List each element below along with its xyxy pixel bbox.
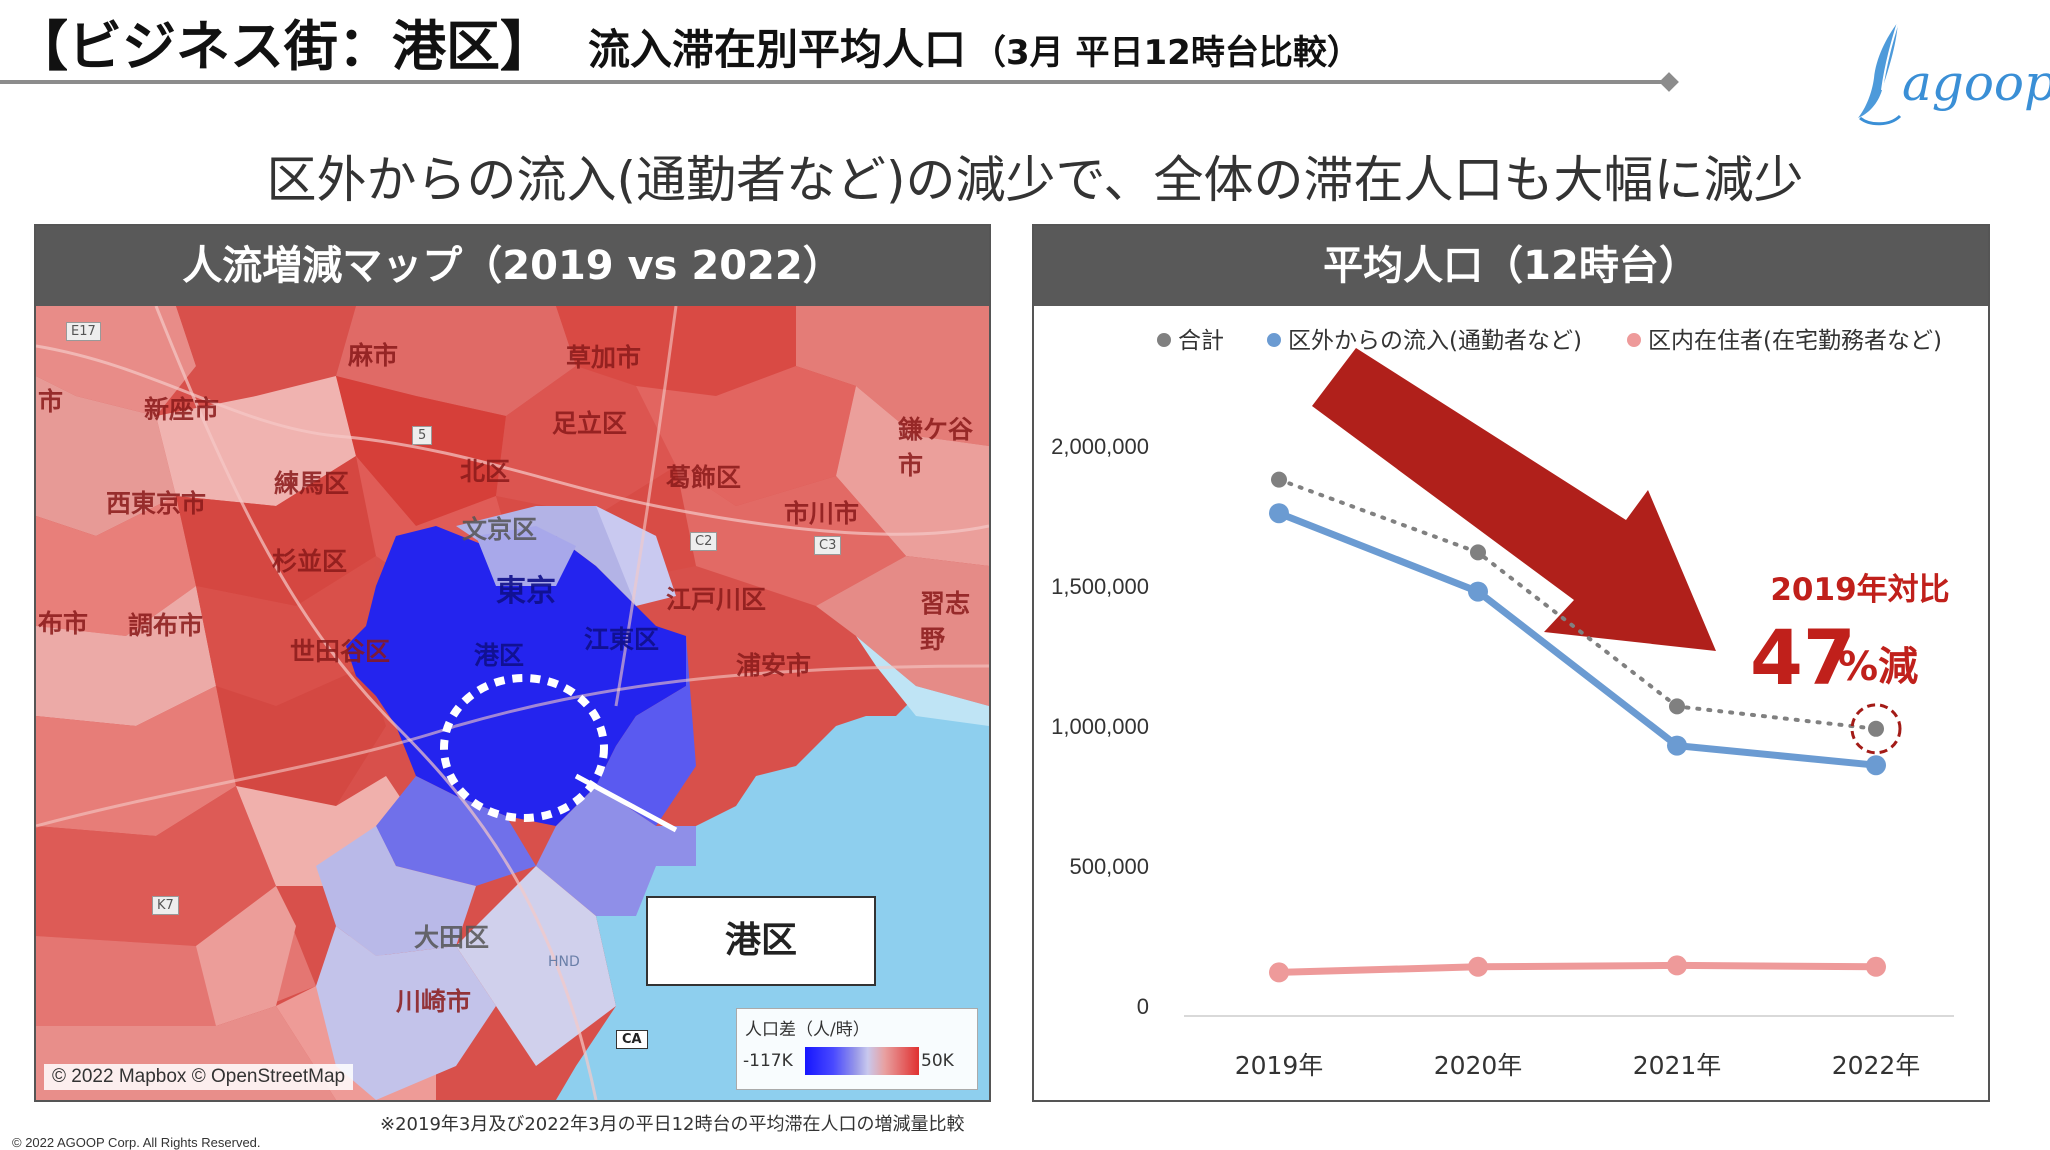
map-label-ota: 大田区 bbox=[414, 923, 490, 952]
map-label-urayasu: 浦安市 bbox=[736, 651, 812, 680]
annotation-label: 2019年対比 bbox=[1770, 572, 1949, 608]
x-tick-label: 2021年 bbox=[1633, 1051, 1722, 1080]
map-label-fushi: 布市 bbox=[38, 609, 89, 638]
x-tick-label: 2020年 bbox=[1434, 1051, 1523, 1080]
data-point bbox=[1269, 503, 1289, 524]
page-title-sub: （3月 平日12時台比較） bbox=[972, 33, 1361, 73]
map-label-adachi: 足立区 bbox=[552, 409, 628, 438]
data-point bbox=[1269, 962, 1289, 983]
map-label-chofu: 調布市 bbox=[128, 611, 204, 640]
x-tick-label: 2019年 bbox=[1235, 1051, 1324, 1080]
title-divider-end bbox=[1659, 72, 1679, 92]
data-point bbox=[1866, 755, 1886, 776]
map-label-tokyo: 東京 bbox=[496, 574, 556, 609]
legend-label: 合計 bbox=[1178, 328, 1224, 354]
map-label-katsushika: 葛飾区 bbox=[666, 463, 742, 492]
road-sign-5: 5 bbox=[412, 426, 433, 445]
population-change-map[interactable]: 草加市 足立区 新座市 北区 葛飾区 練馬区 西東京市 文京区 市川市 杉並区 … bbox=[36, 306, 989, 1100]
x-tick-label: 2022年 bbox=[1832, 1051, 1921, 1080]
map-label-narashino: 習志野 bbox=[920, 589, 971, 654]
page-title: 流入滞在別平均人口 （3月 平日12時台比較） bbox=[588, 20, 1361, 80]
chart-panel: 平均人口（12時台） 2,000,000 1,500,000 1,000,000 50… bbox=[1032, 224, 1990, 1102]
map-label-asa: 麻市 bbox=[348, 341, 399, 370]
map-panel-title: 人流増減マップ（2019 vs 2022） bbox=[36, 226, 989, 306]
data-point bbox=[1468, 956, 1488, 977]
map-label-kamagaya: 鎌ケ谷市 bbox=[898, 415, 974, 480]
agoop-logo: agoop bbox=[1846, 18, 2050, 133]
legend-marker bbox=[1157, 333, 1171, 347]
map-label-koto: 江東区 bbox=[584, 625, 660, 654]
map-attribution[interactable]: © 2022 Mapbox © OpenStreetMap bbox=[44, 1064, 354, 1090]
legend-marker bbox=[1267, 333, 1281, 347]
legend-min-label: -117K bbox=[743, 1051, 793, 1071]
data-point bbox=[1866, 956, 1886, 977]
road-sign-e17: E17 bbox=[66, 322, 101, 341]
data-point bbox=[1468, 581, 1488, 602]
y-tick-label: 1,000,000 bbox=[1051, 714, 1149, 739]
data-point bbox=[1667, 955, 1687, 976]
map-label-kawasaki: 川崎市 bbox=[396, 987, 472, 1016]
legend-color-scale bbox=[805, 1047, 919, 1075]
minato-callout: 港区 bbox=[646, 896, 876, 986]
legend-marker bbox=[1627, 333, 1641, 347]
quill-icon bbox=[1858, 21, 1902, 126]
map-label-soka: 草加市 bbox=[566, 343, 642, 372]
road-sign-ca: CA bbox=[616, 1030, 648, 1049]
map-label-kita: 北区 bbox=[460, 457, 511, 486]
annotation-value: 47 bbox=[1750, 613, 1856, 702]
y-tick-label: 0 bbox=[1137, 994, 1149, 1019]
data-point bbox=[1470, 544, 1486, 561]
airport-label: HND bbox=[548, 954, 580, 970]
map-legend: 人口差（人/時） -117K 50K bbox=[736, 1008, 978, 1090]
chart-panel-title: 平均人口（12時台） bbox=[1034, 226, 1988, 306]
map-label-edogawa: 江戸川区 bbox=[666, 585, 767, 614]
page-title-bracket: 【ビジネス街：港区】 bbox=[14, 15, 554, 78]
headline: 区外からの流入(通勤者など)の減少で、全体の滞在人口も大幅に減少 bbox=[266, 151, 1804, 209]
map-label-suginami: 杉並区 bbox=[272, 547, 348, 576]
map-label-minato: 港区 bbox=[474, 641, 525, 670]
y-tick-label: 2,000,000 bbox=[1051, 434, 1149, 459]
road-sign-c3: C3 bbox=[814, 536, 842, 555]
series-line bbox=[1275, 961, 1880, 976]
map-panel: 人流増減マップ（2019 vs 2022） bbox=[34, 224, 991, 1102]
y-tick-label: 1,500,000 bbox=[1051, 574, 1149, 599]
page-title-main: 流入滞在別平均人口 bbox=[588, 25, 967, 74]
title-divider bbox=[0, 80, 1668, 84]
footnote: ※2019年3月及び2022年3月の平日12時台の平均滞在人口の増減量比較 bbox=[380, 1114, 965, 1135]
road-sign-k7: K7 bbox=[152, 896, 179, 915]
annotation-unit: %減 bbox=[1838, 644, 1918, 690]
trend-down-arrow bbox=[1312, 348, 1716, 651]
map-label-shi: 市 bbox=[38, 387, 64, 416]
data-point bbox=[1868, 720, 1884, 737]
data-point bbox=[1667, 735, 1687, 756]
line-chart: 2,000,000 1,500,000 1,000,000 500,000 0 2019年… bbox=[1051, 328, 1954, 1080]
map-label-nerima: 練馬区 bbox=[274, 469, 350, 498]
legend-label: 区外からの流入(通勤者など) bbox=[1288, 328, 1582, 354]
map-label-setagaya: 世田谷区 bbox=[290, 637, 391, 666]
legend-max-label: 50K bbox=[921, 1051, 954, 1071]
map-label-ichikawa: 市川市 bbox=[784, 499, 860, 528]
highlight-circle bbox=[1850, 703, 1902, 755]
legend-label: 区内在住者(在宅勤務者など) bbox=[1648, 328, 1942, 354]
series-line bbox=[1277, 477, 1878, 731]
legend-title: 人口差（人/時） bbox=[745, 1020, 870, 1040]
series-line bbox=[1275, 509, 1880, 769]
copyright: © 2022 AGOOP Corp. All Rights Reserved. bbox=[12, 1135, 261, 1150]
logo-text: agoop bbox=[1902, 54, 2050, 112]
data-point bbox=[1271, 471, 1287, 488]
map-label-bunkyo: 文京区 bbox=[462, 515, 538, 544]
data-point bbox=[1669, 698, 1685, 715]
map-label-nishitokyo: 西東京市 bbox=[106, 489, 207, 518]
y-tick-label: 500,000 bbox=[1069, 854, 1149, 879]
road-sign-c2: C2 bbox=[690, 532, 718, 551]
map-label-niiza: 新座市 bbox=[144, 395, 220, 424]
